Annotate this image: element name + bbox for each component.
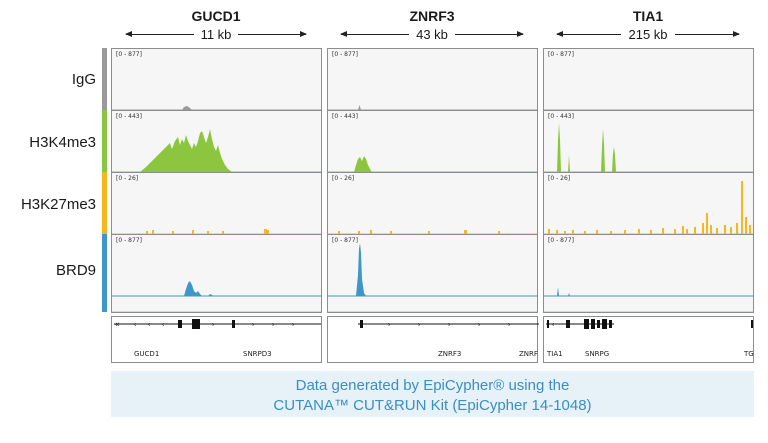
gene-label-snrpg: SNRPG bbox=[585, 350, 610, 358]
scale-bar-tia1: 215 kb bbox=[555, 27, 741, 42]
scale-label: 215 kb bbox=[628, 27, 668, 42]
h3k27me3-signal bbox=[544, 181, 753, 234]
gene-model-track: « ‹ ‹ ‹ › › › › bbox=[114, 319, 321, 329]
track-color-bar-h3k4me3 bbox=[102, 110, 107, 172]
svg-text:‹: ‹ bbox=[134, 322, 137, 329]
data-range-label: [0 - 26] bbox=[116, 175, 139, 182]
h3k4me3-signal bbox=[112, 129, 321, 172]
igg-signal bbox=[112, 106, 321, 110]
track-panel-brd9-znrf3: [0 - 877] bbox=[327, 234, 538, 313]
track-panel-h3k4me3-gucd1: [0 - 443] bbox=[111, 110, 322, 173]
data-range-label: [0 - 26] bbox=[548, 175, 571, 182]
gene-model-track: › › › › › bbox=[358, 320, 539, 329]
track-panel-h3k4me3-znrf3: [0 - 443] bbox=[327, 110, 538, 173]
svg-text:›: › bbox=[388, 322, 391, 329]
scale-left-arrow bbox=[339, 31, 410, 37]
gene-label-tia1: TIA1 bbox=[547, 350, 563, 358]
track-color-bar-igg bbox=[102, 48, 107, 110]
brd9-signal bbox=[328, 243, 537, 312]
data-range-label: [0 - 877] bbox=[116, 237, 142, 244]
gene-annotation-panel-gucd1: « ‹ ‹ ‹ › › › › GUCD1 SNRPD3 bbox=[111, 316, 322, 363]
data-range-label: [0 - 877] bbox=[116, 51, 142, 58]
scale-bar-gucd1: 11 kb bbox=[125, 27, 307, 42]
region-title-tia1: TIA1 bbox=[632, 8, 664, 24]
gene-label-snrpd3: SNRPD3 bbox=[243, 350, 272, 358]
track-panel-h3k27me3-gucd1: [0 - 26] bbox=[111, 172, 322, 235]
track-panel-brd9-gucd1: [0 - 877] bbox=[111, 234, 322, 313]
svg-text:›: › bbox=[292, 322, 295, 329]
gene-label-znrf-cut: ZNRF bbox=[519, 350, 538, 358]
svg-text:›: › bbox=[272, 322, 275, 329]
track-panel-igg-tia1: [0 - 877] bbox=[543, 48, 754, 111]
igg-signal bbox=[328, 105, 537, 110]
gene-label-znrf3: ZNRF3 bbox=[438, 350, 462, 358]
scale-left-arrow bbox=[125, 31, 194, 37]
h3k27me3-signal bbox=[112, 229, 321, 234]
track-label-h3k27me3: H3K27me3 bbox=[20, 196, 96, 213]
svg-text:›: › bbox=[478, 322, 481, 329]
track-panel-igg-gucd1: [0 - 877] bbox=[111, 48, 322, 111]
track-label-brd9: BRD9 bbox=[55, 262, 96, 279]
footer-line-2: CUTANA™ CUT&RUN Kit (EpiCypher 14-1048) bbox=[273, 397, 592, 414]
footer-credit-banner: Data generated by EpiCypher® using the C… bbox=[111, 371, 754, 417]
track-color-bar-brd9 bbox=[102, 234, 107, 312]
svg-text:›: › bbox=[212, 322, 215, 329]
data-range-label: [0 - 877] bbox=[332, 51, 358, 58]
gene-annotation-panel-znrf3: › › › › › ZNRF3 ZNRF bbox=[327, 316, 539, 363]
svg-text:‹: ‹ bbox=[162, 322, 165, 329]
data-range-label: [0 - 877] bbox=[548, 237, 574, 244]
track-panel-igg-znrf3: [0 - 877] bbox=[327, 48, 538, 111]
h3k27me3-signal bbox=[328, 230, 537, 234]
h3k4me3-signal bbox=[328, 156, 537, 172]
svg-text:«: « bbox=[115, 320, 120, 329]
gene-model-track: ‹ bbox=[546, 319, 753, 329]
scale-right-arrow bbox=[238, 31, 307, 37]
data-range-label: [0 - 443] bbox=[332, 113, 358, 120]
data-range-label: [0 - 877] bbox=[548, 51, 574, 58]
svg-text:›: › bbox=[418, 322, 421, 329]
brd9-signal bbox=[544, 287, 753, 312]
svg-text:‹: ‹ bbox=[148, 322, 151, 329]
svg-text:›: › bbox=[508, 322, 511, 329]
gene-label-tg: TG bbox=[744, 350, 754, 358]
brd9-signal bbox=[112, 281, 321, 312]
track-panel-h3k4me3-tia1: [0 - 443] bbox=[543, 110, 754, 173]
scale-label: 43 kb bbox=[416, 27, 448, 42]
scale-label: 11 kb bbox=[200, 27, 232, 42]
data-range-label: [0 - 877] bbox=[332, 237, 358, 244]
region-title-znrf3: ZNRF3 bbox=[409, 8, 455, 24]
data-range-label: [0 - 443] bbox=[548, 113, 574, 120]
track-panel-h3k27me3-tia1: [0 - 26] bbox=[543, 172, 754, 235]
svg-text:›: › bbox=[252, 322, 255, 329]
scale-left-arrow bbox=[555, 31, 622, 37]
track-panel-h3k27me3-znrf3: [0 - 26] bbox=[327, 172, 538, 235]
scale-right-arrow bbox=[454, 31, 525, 37]
gene-annotation-panel-tia1: ‹ TIA1 SNRPG TG bbox=[543, 316, 754, 363]
data-range-label: [0 - 443] bbox=[116, 113, 142, 120]
track-label-h3k4me3: H3K4me3 bbox=[29, 134, 96, 151]
data-range-label: [0 - 26] bbox=[332, 175, 355, 182]
region-title-gucd1: GUCD1 bbox=[191, 8, 241, 24]
igg-signal bbox=[544, 109, 753, 110]
svg-text:‹: ‹ bbox=[552, 322, 555, 329]
scale-bar-znrf3: 43 kb bbox=[339, 27, 525, 42]
track-panel-brd9-tia1: [0 - 877] bbox=[543, 234, 754, 313]
track-label-igg: IgG bbox=[71, 71, 96, 88]
scale-right-arrow bbox=[674, 31, 741, 37]
footer-line-1: Data generated by EpiCypher® using the bbox=[295, 377, 570, 394]
h3k4me3-signal bbox=[544, 123, 753, 172]
track-color-bar-h3k27me3 bbox=[102, 172, 107, 234]
svg-text:›: › bbox=[448, 322, 451, 329]
gene-label-gucd1: GUCD1 bbox=[134, 350, 160, 358]
